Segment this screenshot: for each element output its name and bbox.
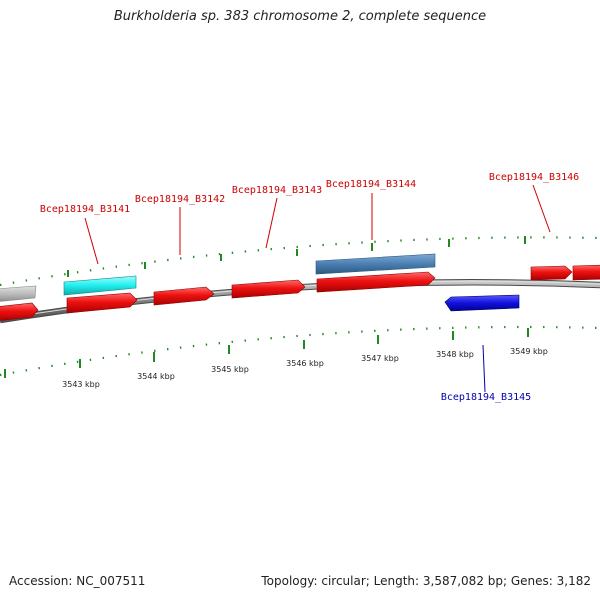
gene-feature-gray[interactable] bbox=[0, 285, 37, 302]
gene-label[interactable]: Bcep18194_B3143 bbox=[232, 185, 322, 196]
scale-label: 3548 kbp bbox=[436, 350, 474, 359]
gene-feature-arrow[interactable] bbox=[231, 279, 306, 299]
gene-feature-arrow[interactable] bbox=[572, 264, 600, 281]
gene-features bbox=[0, 253, 600, 321]
gene-label[interactable]: Bcep18194_B3145 bbox=[441, 392, 531, 403]
scale-label: 3543 kbp bbox=[62, 380, 100, 389]
gene-label[interactable]: Bcep18194_B3144 bbox=[326, 179, 416, 190]
accession-text: Accession: NC_007511 bbox=[9, 574, 146, 588]
scale-label: 3545 kbp bbox=[211, 365, 249, 374]
leader-line bbox=[84, 217, 99, 265]
leader-line bbox=[532, 184, 551, 233]
gene-label[interactable]: Bcep18194_B3142 bbox=[135, 194, 225, 205]
gene-label[interactable]: Bcep18194_B3141 bbox=[40, 204, 130, 215]
leader-line bbox=[265, 197, 278, 249]
leader-line bbox=[482, 344, 486, 393]
gene-feature-arrow[interactable] bbox=[153, 286, 215, 306]
reverse-tick-track bbox=[0, 325, 600, 378]
forward-tick-track bbox=[0, 236, 600, 287]
gene-feature-steelblue[interactable] bbox=[315, 253, 436, 275]
gene-feature-arrow[interactable] bbox=[66, 292, 138, 314]
gene-labels: Bcep18194_B3141 Bcep18194_B3142 Bcep1819… bbox=[40, 172, 579, 403]
gene-feature-reverse[interactable] bbox=[444, 294, 520, 312]
scale-label: 3546 kbp bbox=[286, 359, 324, 368]
gene-feature-cyan[interactable] bbox=[63, 275, 137, 296]
scale-label: 3547 kbp bbox=[361, 354, 399, 363]
page-title: Burkholderia sp. 383 chromosome 2, compl… bbox=[113, 9, 487, 24]
gene-feature-arrow[interactable] bbox=[316, 271, 436, 293]
gene-feature-arrow[interactable] bbox=[0, 302, 39, 321]
gene-feature-arrow[interactable] bbox=[530, 265, 573, 281]
topology-summary: Topology: circular; Length: 3,587,082 bp… bbox=[261, 574, 591, 588]
scale-labels: 3543 kbp 3544 kbp 3545 kbp 3546 kbp 3547… bbox=[62, 347, 548, 389]
scale-label: 3549 kbp bbox=[510, 347, 548, 356]
gene-label[interactable]: Bcep18194_B3146 bbox=[489, 172, 579, 183]
leader-lines bbox=[84, 184, 551, 393]
scale-label: 3544 kbp bbox=[137, 372, 175, 381]
